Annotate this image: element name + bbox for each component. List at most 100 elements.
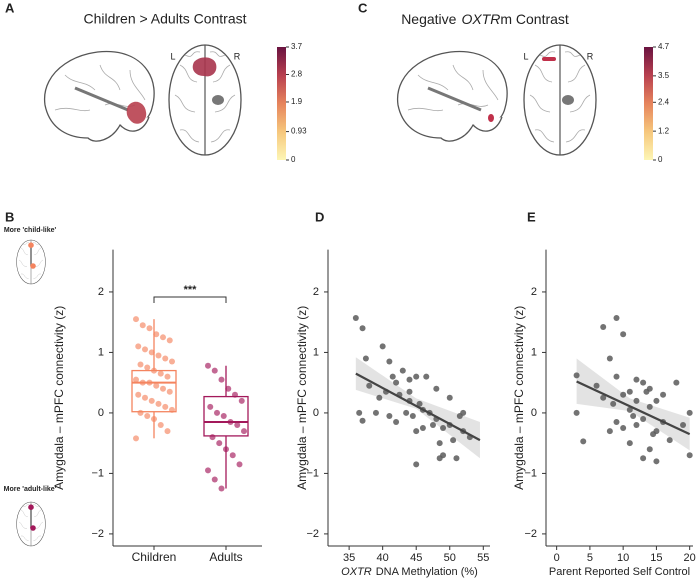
data-point <box>207 403 214 410</box>
hemisphere-label: R <box>587 51 594 61</box>
data-point <box>133 435 139 442</box>
panel-label: B <box>5 209 14 224</box>
data-point <box>135 343 142 350</box>
data-point <box>166 388 173 395</box>
data-point <box>155 400 162 407</box>
data-point <box>151 415 157 422</box>
data-point <box>142 394 148 401</box>
data-point <box>640 415 647 422</box>
data-point <box>666 437 673 444</box>
data-point <box>393 379 400 386</box>
data-point <box>446 394 453 401</box>
data-point <box>613 418 620 425</box>
data-point <box>379 343 386 350</box>
data-point <box>640 379 647 386</box>
y-tick-label: −2 <box>524 528 537 540</box>
data-point <box>142 346 148 353</box>
y-axis-label: Amygdala – mPFC connectivity (z) <box>52 306 66 490</box>
data-point <box>166 337 173 344</box>
data-point <box>220 412 227 419</box>
panel-title: Negative OXTRm Contrast <box>401 11 569 27</box>
data-point <box>227 418 234 425</box>
data-point <box>146 379 153 386</box>
colorbar-tick-label: 0 <box>658 155 663 164</box>
data-point <box>386 358 393 365</box>
data-point <box>406 388 413 395</box>
hemisphere-label: L <box>170 51 175 61</box>
data-point <box>135 391 142 398</box>
x-tick-label: Children <box>132 550 177 564</box>
data-point <box>393 418 400 425</box>
data-point <box>416 400 423 407</box>
data-point <box>386 412 393 419</box>
x-tick-label: 40 <box>377 552 389 564</box>
data-point <box>216 440 223 447</box>
x-tick-label: 55 <box>477 552 489 564</box>
data-point <box>223 446 229 453</box>
data-point <box>229 452 236 459</box>
data-point <box>137 409 144 416</box>
data-point <box>205 362 211 369</box>
data-point <box>606 428 613 435</box>
data-point <box>133 376 139 383</box>
colorbar-tick-label: 1.9 <box>291 97 303 106</box>
data-point <box>214 409 220 416</box>
x-tick-label: 20 <box>684 552 696 564</box>
data-point <box>164 428 171 435</box>
y-tick-label: −1 <box>306 467 319 479</box>
y-tick-label: 2 <box>313 286 319 298</box>
data-point <box>620 425 627 432</box>
data-point <box>610 400 617 407</box>
data-point <box>352 314 359 321</box>
colorbar <box>277 47 286 160</box>
activation-blob <box>542 57 556 61</box>
amygdala-seed <box>562 95 574 105</box>
data-point <box>399 367 406 374</box>
data-point <box>436 455 443 462</box>
x-axis-label: Parent Reported Self Control <box>549 566 690 578</box>
data-point <box>162 403 169 410</box>
data-point <box>613 373 620 380</box>
data-point <box>169 358 175 365</box>
data-point <box>164 373 171 380</box>
data-point <box>620 331 627 338</box>
hemisphere-label: L <box>523 51 528 61</box>
data-point <box>626 388 633 395</box>
x-tick-label: 0 <box>554 552 560 564</box>
colorbar-tick-label: 1.2 <box>658 126 670 135</box>
data-point <box>148 397 155 404</box>
data-point <box>573 372 580 379</box>
data-point <box>359 417 366 424</box>
panel-label: D <box>315 209 324 224</box>
data-point <box>376 394 383 401</box>
data-point <box>626 406 633 413</box>
data-point <box>211 367 218 374</box>
y-tick-label: 2 <box>98 286 104 298</box>
data-point <box>389 373 396 380</box>
colorbar-tick-label: 2.4 <box>658 97 670 106</box>
data-point <box>413 373 420 380</box>
data-point <box>151 367 157 374</box>
title-text: Negative <box>401 11 456 27</box>
data-point <box>234 422 241 429</box>
y-tick-label: 1 <box>313 346 319 358</box>
colorbar-tick-label: 3.7 <box>291 42 303 51</box>
data-point <box>236 461 243 468</box>
brain-top-view <box>523 44 597 156</box>
data-point <box>144 412 151 419</box>
activation-blob <box>192 57 217 77</box>
data-point <box>686 409 693 416</box>
data-point <box>436 440 443 447</box>
y-tick-label: 0 <box>98 407 104 419</box>
data-point <box>653 458 660 465</box>
data-point <box>148 349 155 356</box>
y-tick-label: 1 <box>98 346 104 358</box>
y-axis-label: Amygdala – mPFC connectivity (z) <box>295 306 309 490</box>
regression-line <box>355 372 481 442</box>
x-tick-label: Adults <box>209 550 242 564</box>
data-point <box>218 485 225 492</box>
data-point <box>429 422 436 429</box>
data-point <box>630 412 637 419</box>
brain-icon <box>16 239 46 285</box>
